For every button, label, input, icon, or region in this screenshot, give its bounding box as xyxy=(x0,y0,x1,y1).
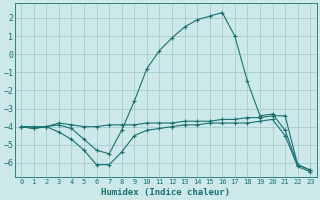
X-axis label: Humidex (Indice chaleur): Humidex (Indice chaleur) xyxy=(101,188,230,197)
